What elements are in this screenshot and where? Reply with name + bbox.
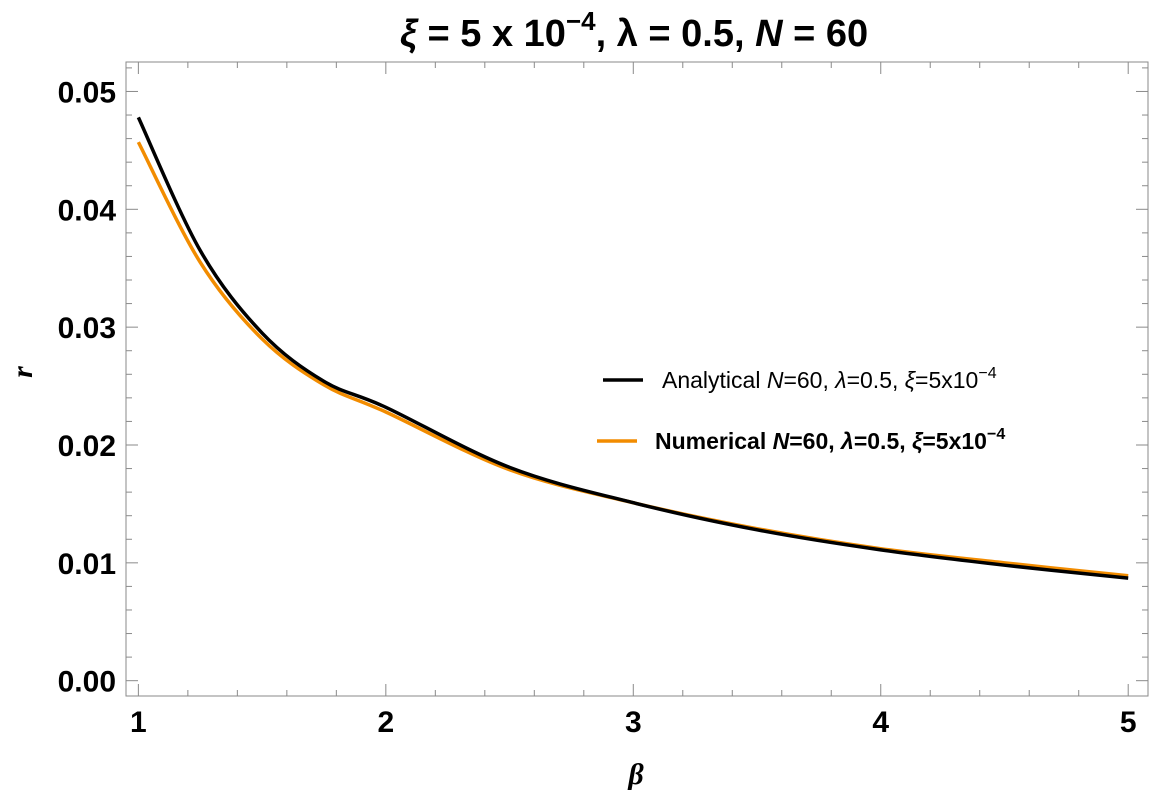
axis-ticks <box>126 62 1148 696</box>
y-tick-label: 0.03 <box>58 312 116 345</box>
y-tick-label: 0.04 <box>58 194 117 227</box>
y-tick-label: 0.00 <box>58 666 116 699</box>
y-tick-label: 0.01 <box>58 548 116 581</box>
title-n-value: = 60 <box>783 13 869 55</box>
legend-label-analytical: Analytical N=60, λ=0.5, ξ=5x10−4 <box>662 365 997 393</box>
title-n-symbol: N <box>755 13 784 55</box>
series-line-numerical <box>136 141 1129 578</box>
y-axis-label: r <box>6 366 39 378</box>
plot-frame <box>125 61 1149 697</box>
legend-label-numerical: Numerical N=60, λ=0.5, ξ=5x10−4 <box>655 426 1005 454</box>
y-tick-label: 0.05 <box>58 76 116 109</box>
title-lambda-part: , λ = 0.5, <box>596 13 756 55</box>
axis-tick-labels: 1 2 3 4 5 0.00 0.01 0.02 0.03 0.04 0.05 <box>58 76 1137 739</box>
x-axis-label: β <box>627 758 644 790</box>
legend: Analytical N=60, λ=0.5, ξ=5x10−4 Numeric… <box>597 365 1005 454</box>
title-xi-value: = 5 x 10 <box>417 13 566 55</box>
x-tick-label: 3 <box>625 706 642 739</box>
title-xi-exponent: −4 <box>566 6 596 36</box>
y-tick-label: 0.02 <box>58 430 116 463</box>
series-line-analytical <box>136 116 1129 580</box>
chart-title: ξ = 5 x 10−4, λ = 0.5, N = 60 <box>400 6 868 55</box>
title-xi-symbol: ξ <box>400 13 419 55</box>
series-lines <box>136 116 1129 580</box>
x-tick-label: 2 <box>377 706 394 739</box>
x-tick-label: 1 <box>130 706 147 739</box>
x-tick-label: 4 <box>872 706 889 739</box>
x-tick-label: 5 <box>1120 706 1137 739</box>
